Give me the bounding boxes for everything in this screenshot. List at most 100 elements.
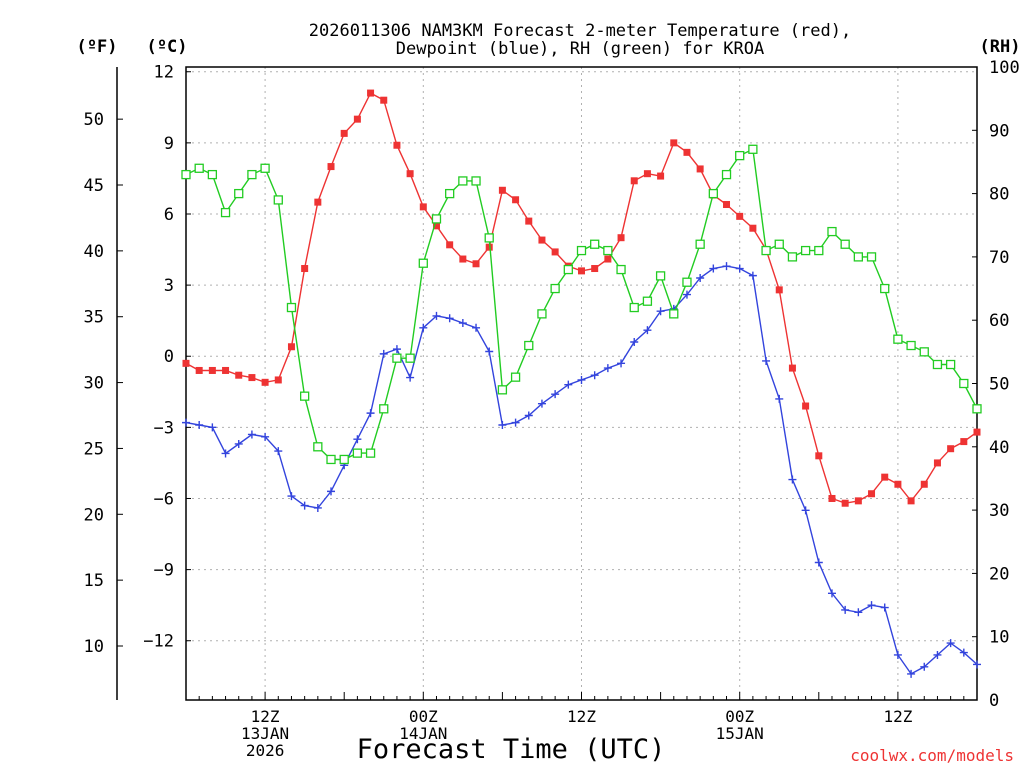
- data-point: [313, 503, 322, 512]
- data-point: [339, 454, 349, 465]
- data-point: [933, 650, 942, 659]
- x-tick-label: 2026: [246, 741, 285, 760]
- data-point: [881, 473, 889, 481]
- celsius-tick-label: 0: [164, 347, 174, 367]
- x-tick-label: 14JAN: [399, 724, 447, 743]
- data-point: [696, 165, 704, 173]
- data-point: [735, 264, 744, 273]
- data-point: [365, 448, 376, 458]
- data-point: [972, 404, 982, 414]
- data-point: [406, 170, 414, 178]
- fahrenheit-tick-label: 40: [84, 242, 104, 262]
- data-point: [617, 234, 625, 242]
- data-point: [299, 391, 310, 401]
- data-point: [670, 139, 678, 147]
- rh-tick-label: 90: [989, 121, 1009, 141]
- data-point: [800, 245, 811, 256]
- celsius-tick-label: 9: [164, 134, 174, 154]
- data-point: [867, 601, 876, 610]
- data-point: [286, 302, 297, 313]
- data-point: [591, 265, 599, 273]
- data-point: [273, 195, 283, 205]
- data-point: [182, 359, 190, 367]
- data-point: [919, 347, 929, 357]
- data-point: [367, 89, 375, 97]
- rh-tick-label: 80: [989, 185, 1009, 205]
- data-point: [854, 608, 863, 617]
- data-point: [247, 430, 256, 439]
- data-point: [261, 432, 270, 441]
- data-point: [326, 454, 336, 465]
- celsius-tick-label: −12: [143, 632, 174, 652]
- data-point: [603, 364, 612, 373]
- fahrenheit-tick-label: 10: [84, 637, 104, 657]
- data-point: [959, 378, 969, 389]
- data-point: [379, 349, 388, 358]
- fahrenheit-tick-label: 15: [84, 571, 104, 591]
- data-point: [392, 345, 401, 354]
- data-point: [512, 196, 520, 204]
- data-point: [511, 418, 520, 427]
- data-point: [801, 506, 810, 515]
- fahrenheit-tick-label: 45: [84, 176, 104, 196]
- axis-ticks: 129630−3−6−9−125045403530252015101009080…: [84, 58, 1020, 760]
- data-point: [959, 648, 968, 657]
- rh-tick-label: 0: [989, 691, 999, 711]
- data-point: [313, 442, 323, 452]
- data-point: [418, 258, 428, 268]
- data-point: [352, 448, 363, 458]
- data-point: [458, 319, 467, 328]
- data-point: [353, 435, 362, 444]
- data-point: [497, 385, 508, 395]
- data-point: [327, 487, 336, 496]
- data-point: [485, 347, 494, 356]
- x-tick-label: 00Z: [409, 707, 438, 726]
- data-point: [590, 239, 600, 249]
- x-axis-title: Forecast Time (UTC): [357, 734, 666, 765]
- data-point: [946, 639, 955, 648]
- data-point: [220, 207, 231, 218]
- data-point: [657, 172, 665, 180]
- data-point: [722, 262, 731, 271]
- data-point: [234, 188, 244, 199]
- rh-tick-label: 20: [989, 564, 1009, 584]
- data-point: [775, 394, 784, 403]
- data-point: [907, 497, 915, 505]
- rh-tick-label: 70: [989, 248, 1009, 268]
- data-point: [380, 96, 388, 104]
- data-point: [828, 494, 836, 502]
- data-point: [287, 492, 296, 501]
- data-point: [630, 177, 638, 185]
- data-point: [564, 380, 573, 389]
- data-point: [814, 245, 824, 256]
- data-point: [432, 311, 441, 320]
- data-point: [577, 375, 586, 384]
- data-point: [893, 334, 903, 344]
- data-point: [695, 239, 705, 249]
- data-point: [524, 340, 534, 351]
- data-point: [578, 267, 585, 275]
- data-point: [550, 283, 560, 294]
- data-point: [933, 459, 941, 467]
- data-point: [604, 255, 612, 263]
- data-point: [629, 302, 639, 313]
- data-point: [947, 445, 955, 453]
- data-point: [603, 245, 613, 256]
- chart-title-line1: 2026011306 NAM3KM Forecast 2-meter Tempe…: [309, 21, 851, 41]
- data-point: [459, 255, 467, 263]
- chart-title-line2: Dewpoint (blue), RH (green) for KROA: [396, 39, 764, 59]
- data-point: [353, 115, 361, 123]
- series-2-meter-temperature: [182, 89, 981, 507]
- axis-frame: [116, 66, 978, 701]
- data-point: [617, 359, 626, 368]
- rh-unit-label: (RH): [980, 37, 1021, 57]
- celsius-tick-label: 3: [164, 276, 174, 296]
- data-point: [683, 148, 691, 156]
- data-point: [431, 214, 442, 224]
- data-point: [840, 239, 850, 249]
- data-point: [735, 150, 745, 161]
- data-point: [748, 144, 758, 154]
- data-point: [736, 212, 744, 220]
- data-point: [537, 399, 546, 408]
- data-point: [182, 418, 190, 427]
